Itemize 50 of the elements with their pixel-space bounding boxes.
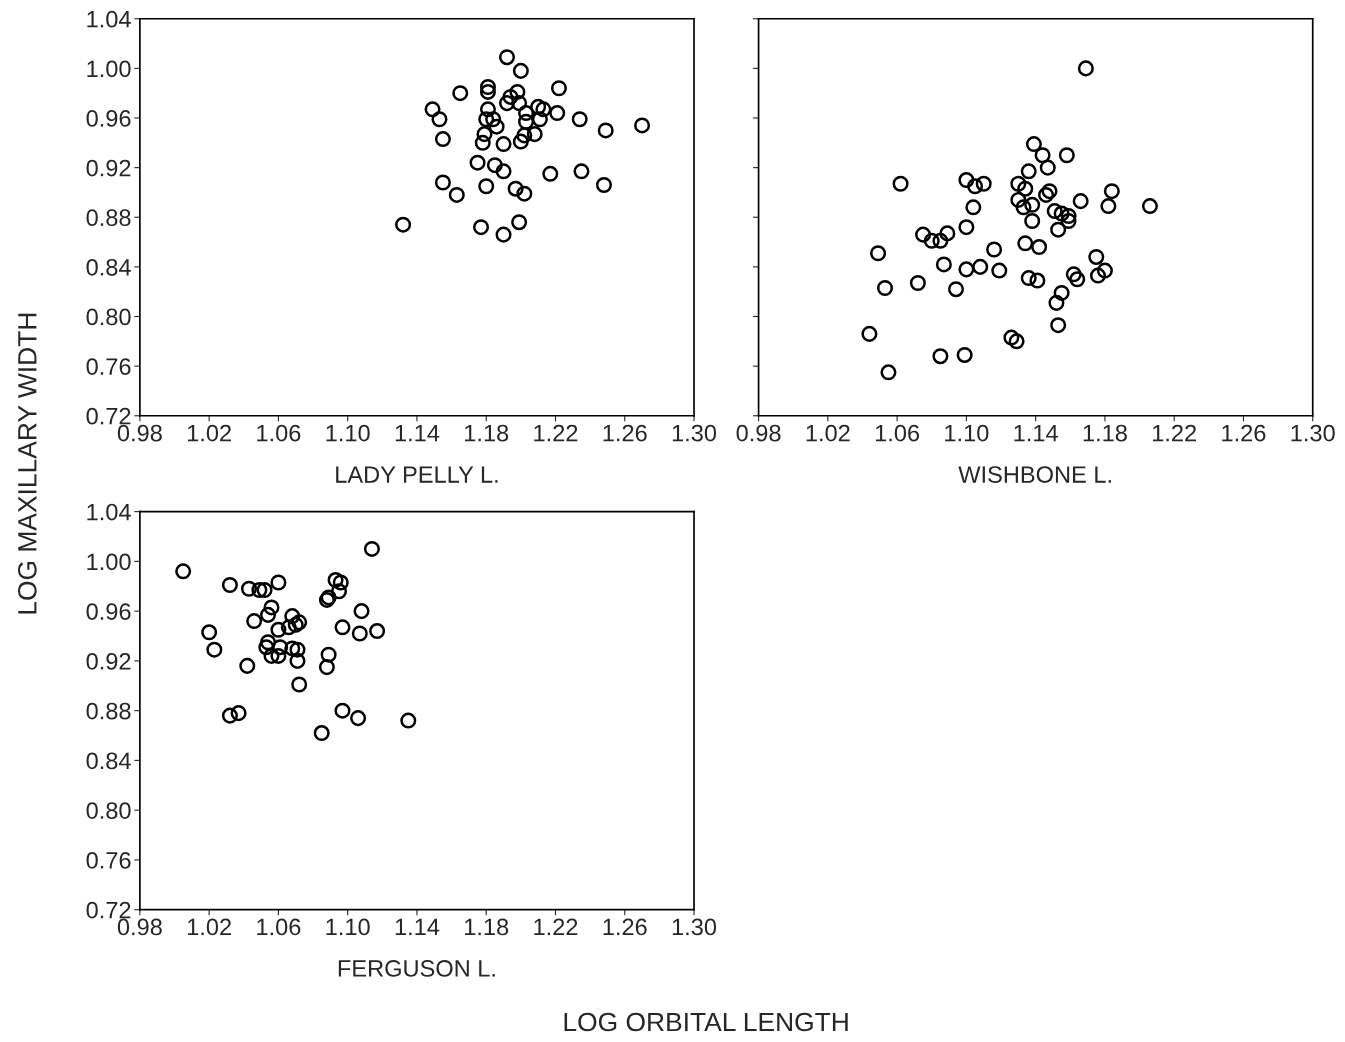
x-tick-label: 1.02 xyxy=(187,424,231,442)
y-tick-label: 1.04 xyxy=(87,503,131,521)
text: FERGUSON L. xyxy=(338,960,495,977)
y-tick-label: 0.76 xyxy=(86,358,131,375)
x-tick-label: 0.98 xyxy=(117,918,162,936)
x-tick-label: 1.22 xyxy=(534,424,578,442)
text: LADY PELLY L. xyxy=(336,466,498,483)
y-tick-label: 0.96 xyxy=(86,603,131,620)
y-tick-label: 0.96 xyxy=(86,110,131,127)
y-tick-label: 0.72 xyxy=(86,901,131,919)
x-tick-label: 1.14 xyxy=(1014,424,1058,442)
x-tick-label: 1.02 xyxy=(806,424,850,442)
y-tick-label: 0.88 xyxy=(86,209,131,227)
y-tick-label: 0.76 xyxy=(86,851,131,869)
x-tick-label: 1.02 xyxy=(187,918,231,936)
y-tick-label: 0.80 xyxy=(86,308,131,326)
x-tick-label: 1.06 xyxy=(257,918,301,936)
y-tick-label: 0.72 xyxy=(86,407,131,425)
y-tick-label: 1.00 xyxy=(87,60,131,78)
x-tick-label: 1.06 xyxy=(875,424,920,442)
y-tick-label: 0.92 xyxy=(86,159,131,177)
y-tick-label: 0.80 xyxy=(86,802,131,819)
x-tick-label: 1.30 xyxy=(1291,424,1335,442)
y-tick-label: 0.84 xyxy=(86,258,131,276)
x-tick-label: 1.22 xyxy=(1153,424,1196,442)
x-tick-label: 1.22 xyxy=(534,918,578,936)
x-tick-label: 1.06 xyxy=(257,424,301,442)
y-tick-label: 1.00 xyxy=(87,553,131,571)
x-tick-label: 1.10 xyxy=(326,424,370,442)
x-tick-label: 0.98 xyxy=(117,424,162,442)
x-tick-label: 1.26 xyxy=(603,424,647,442)
x-tick-label: 1.26 xyxy=(1222,424,1266,442)
y-tick-label: 0.88 xyxy=(86,702,131,720)
x-tick-label: 1.14 xyxy=(395,918,440,936)
x-tick-label: 1.30 xyxy=(672,424,717,442)
x-tick-label: 1.10 xyxy=(326,918,370,936)
x-axis-title: LOG ORBITAL LENGTH xyxy=(564,1012,848,1032)
y-axis-title: LOG MAXILLARY WIDTH xyxy=(17,313,37,614)
y-tick-label: 0.92 xyxy=(86,652,131,670)
y-tick-label: 1.04 xyxy=(87,10,131,28)
x-tick-label: 1.26 xyxy=(603,918,647,936)
x-tick-label: 1.18 xyxy=(465,424,509,442)
text: WISHBONE L. xyxy=(958,466,1111,483)
x-tick-label: 1.18 xyxy=(465,918,509,936)
x-tick-label: 0.98 xyxy=(736,424,781,442)
x-tick-label: 1.14 xyxy=(395,424,440,442)
x-tick-label: 1.30 xyxy=(672,918,717,936)
y-tick-label: 0.84 xyxy=(86,752,131,770)
x-tick-label: 1.18 xyxy=(1083,424,1127,442)
x-tick-label: 1.10 xyxy=(945,424,989,442)
